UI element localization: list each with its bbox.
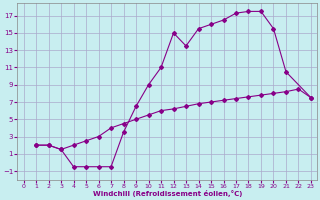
X-axis label: Windchill (Refroidissement éolien,°C): Windchill (Refroidissement éolien,°C): [92, 190, 242, 197]
